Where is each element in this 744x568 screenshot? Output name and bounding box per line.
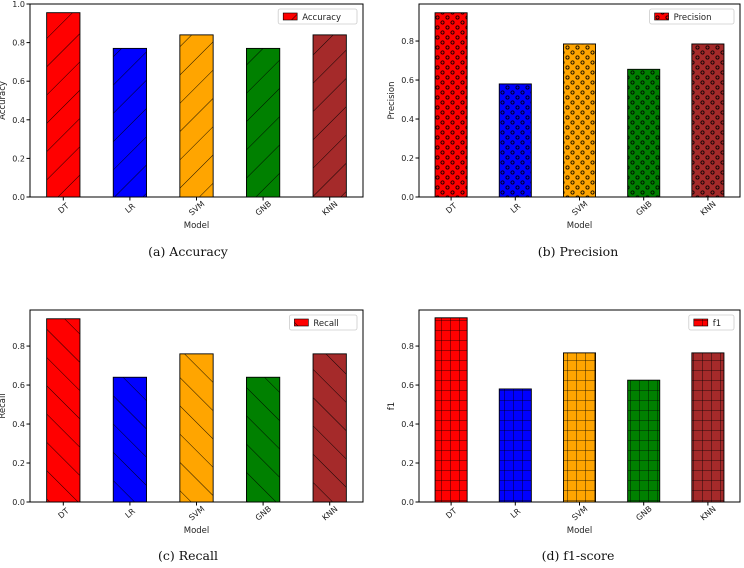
x-tick-label: KNN (321, 504, 340, 522)
y-tick-label: 0.2 (401, 154, 414, 163)
bar-hatch (245, 376, 281, 503)
x-tick-label: DT (56, 506, 70, 520)
y-tick-label: 0.6 (401, 381, 414, 390)
y-tick-label: 0.8 (12, 342, 25, 351)
y-tick-label: 0.6 (12, 381, 25, 390)
subplot-caption: (a) Accuracy (148, 244, 229, 259)
legend-box (277, 8, 358, 25)
legend-label: f1 (713, 319, 721, 329)
bar-hatch (627, 379, 661, 503)
bar-hatch (627, 68, 661, 198)
subplot-caption: (c) Recall (158, 548, 218, 563)
bar-hatch (245, 47, 281, 198)
y-axis-label: Accuracy (0, 81, 8, 120)
x-tick-label: GNB (254, 504, 273, 522)
x-tick-label: LR (123, 201, 137, 215)
bar-hatch (498, 83, 532, 198)
bar-hatch (312, 353, 347, 503)
y-tick-label: 0.2 (401, 459, 414, 468)
y-tick-label: 0.0 (12, 193, 25, 202)
bar-hatch (563, 43, 597, 198)
legend-label: Accuracy (302, 13, 341, 23)
y-tick-label: 0.8 (401, 37, 414, 46)
y-tick-label: 1.0 (12, 0, 25, 9)
x-tick-label: SVM (187, 504, 206, 522)
bar-hatch (179, 34, 214, 198)
x-tick-label: KNN (321, 199, 340, 217)
legend-swatch-hatch (693, 318, 709, 327)
y-tick-label: 0.4 (401, 115, 414, 124)
x-tick-label: DT (444, 506, 458, 520)
y-tick-label: 0.4 (12, 116, 25, 125)
bar-hatch (434, 12, 468, 198)
x-tick-label: DT (56, 201, 70, 215)
bar-hatch (563, 352, 597, 503)
y-tick-label: 0.4 (12, 420, 25, 429)
x-tick-label: KNN (699, 199, 718, 217)
x-tick-label: GNB (254, 199, 273, 217)
bar-hatch (179, 353, 214, 503)
subplot-accuracy: 0.0 0.2 0.4 0.6 0.8 1.0 DT LR SVM GNB KNN Model Accu… (0, 0, 364, 259)
bar-hatch (691, 352, 725, 503)
bar-hatch (691, 43, 725, 198)
y-tick-label: 0.0 (401, 193, 414, 202)
x-axis-label: Model (184, 221, 210, 231)
y-tick-label: 0.8 (401, 342, 414, 351)
y-axis-label: Precision (387, 82, 397, 120)
y-tick-label: 0.2 (12, 154, 25, 163)
y-tick-label: 0.6 (401, 76, 414, 85)
x-axis-label: Model (567, 221, 593, 231)
x-axis-label: Model (184, 526, 210, 536)
y-tick-label: 0.0 (12, 498, 25, 507)
x-tick-label: GNB (634, 504, 653, 522)
x-tick-label: SVM (570, 504, 589, 522)
x-tick-label: LR (509, 201, 523, 215)
legend-swatch-hatch (282, 12, 298, 21)
bar-hatch (112, 47, 147, 198)
x-tick-label: KNN (699, 504, 718, 522)
x-tick-label: SVM (187, 199, 206, 217)
legend-label: Recall (313, 319, 338, 329)
bar-hatch (434, 317, 468, 503)
x-tick-label: GNB (634, 199, 653, 217)
x-tick-label: LR (509, 506, 523, 520)
subplot-caption: (d) f1-score (542, 548, 615, 563)
y-tick-label: 0.8 (12, 39, 25, 48)
legend-box (649, 8, 735, 25)
y-tick-label: 0.2 (12, 459, 25, 468)
bar-hatch (46, 318, 81, 503)
x-tick-label: DT (444, 201, 458, 215)
y-axis-label: Recall (0, 393, 8, 418)
legend-label: Precision (674, 13, 712, 23)
subplot-caption: (b) Precision (538, 244, 619, 259)
y-tick-label: 0.0 (401, 498, 414, 507)
bar-hatch (112, 376, 147, 503)
x-tick-label: LR (123, 506, 137, 520)
y-axis-label: f1 (387, 402, 397, 410)
x-axis-label: Model (567, 526, 593, 536)
legend-swatch-hatch (654, 12, 669, 21)
legend-swatch-hatch (294, 318, 309, 327)
bar-hatch (312, 34, 347, 198)
subplot-precision: 0.0 0.2 0.4 0.6 0.8 DT LR SVM GNB KNN Model Precisi… (387, 3, 741, 259)
y-tick-label: 0.6 (12, 77, 25, 86)
x-tick-label: SVM (570, 199, 589, 217)
y-tick-label: 0.4 (401, 420, 414, 429)
subplot-f1: 0.0 0.2 0.4 0.6 0.8 DT LR SVM GNB KNN Model f1 f1 (d)… (387, 309, 741, 563)
subplot-recall: 0.0 0.2 0.4 0.6 0.8 DT LR SVM GNB KNN Model Recall R… (0, 309, 364, 563)
bar-hatch (498, 388, 532, 503)
bar-hatch (46, 12, 81, 198)
